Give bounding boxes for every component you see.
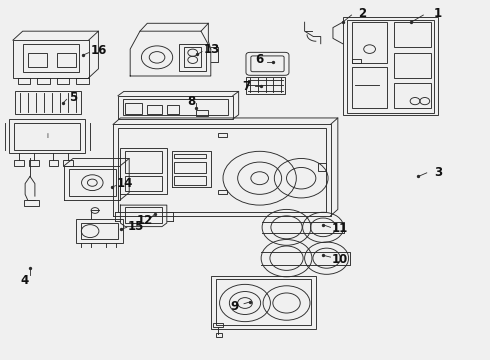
Text: 12: 12 [137,214,153,227]
Bar [174,162,206,173]
Bar [125,207,162,223]
Text: 11: 11 [332,222,348,235]
Bar [318,163,326,171]
Bar [14,123,80,149]
Bar [14,160,24,166]
Bar [63,160,73,166]
Text: 4: 4 [20,274,28,287]
Bar [216,279,311,325]
Text: i: i [47,133,49,139]
Text: 15: 15 [128,220,144,233]
Bar [123,99,228,116]
Bar [184,47,201,67]
Bar [81,223,118,239]
Bar [69,169,116,196]
Bar [352,22,387,63]
Bar [352,67,387,108]
Bar [125,151,162,173]
Bar [394,83,431,108]
Text: 14: 14 [117,177,133,190]
Text: 1: 1 [434,7,442,20]
Text: 8: 8 [187,95,196,108]
Bar [24,200,39,206]
Text: 10: 10 [332,253,348,266]
Bar [27,53,47,67]
Bar [394,22,431,47]
Bar [76,78,89,84]
Bar [23,44,79,72]
Bar [174,176,206,185]
Text: 13: 13 [204,42,220,55]
Bar [29,160,39,166]
Text: 2: 2 [358,7,367,20]
Bar [343,17,438,116]
Bar [174,154,206,158]
Bar [9,119,85,153]
Bar [196,110,208,116]
Bar [213,323,223,327]
Text: 3: 3 [434,166,442,179]
Bar [18,78,30,84]
Bar [246,77,285,94]
Bar [13,40,89,78]
Bar [218,133,227,137]
Bar [49,160,58,166]
Bar [121,148,167,194]
Bar [394,53,431,78]
Text: 16: 16 [90,44,107,57]
Bar [37,78,49,84]
Text: 5: 5 [69,91,77,104]
Bar [167,105,179,114]
Text: 6: 6 [255,53,264,66]
Bar [216,333,221,337]
Bar [346,20,434,113]
Bar [118,128,326,212]
Bar [125,103,143,114]
Bar [147,105,162,114]
Bar [179,44,206,71]
Bar [211,276,316,329]
Text: 9: 9 [230,300,238,313]
Text: 7: 7 [243,80,250,93]
Bar [15,91,81,114]
Bar [57,53,76,67]
Bar [218,190,227,194]
Bar [76,220,123,243]
Bar [125,176,162,191]
Bar [352,59,361,63]
Bar [57,78,69,84]
